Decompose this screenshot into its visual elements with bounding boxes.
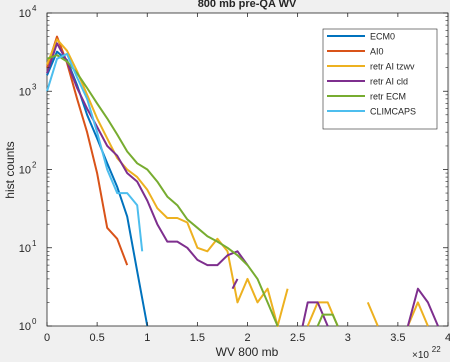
- x-tick-label-7: 3.5: [390, 332, 405, 344]
- y-tick-label-4: 10: [19, 8, 31, 20]
- legend-label-2: retr AI tzwv: [370, 62, 415, 72]
- series-4: [46, 54, 339, 327]
- series-line-5-0: [46, 52, 144, 252]
- x-ticks: 0 0.5 1 1.5 2 2.5 3 3.5 4: [44, 13, 450, 344]
- x-tick-label-8: 4: [445, 332, 450, 344]
- legend-box: [322, 28, 438, 130]
- x-multiplier-base: ×10: [412, 350, 429, 361]
- x-tick-label-4: 2: [244, 332, 250, 344]
- y-tick-exp-1: 1: [32, 239, 37, 248]
- series-line-3-0: [46, 42, 249, 267]
- y-axis-label: hist counts: [3, 141, 17, 198]
- series-line-2-2: [366, 302, 379, 327]
- x-multiplier-exp: 22: [432, 345, 441, 354]
- legend: ECM0 AI0 retr AI tzwv retr AI cld retr ECM CL…: [322, 28, 438, 130]
- series-1: [46, 35, 129, 266]
- y-tick-exp-3: 3: [32, 82, 37, 91]
- y-tick-label-1: 10: [19, 243, 31, 255]
- series-line-4-0: [46, 54, 279, 327]
- series-line-1-0: [46, 35, 129, 266]
- x-tick-label-0: 0: [44, 332, 50, 344]
- series-layer: [46, 35, 439, 327]
- y-tick-label-0: 10: [19, 321, 31, 333]
- legend-label-0: ECM0: [370, 32, 395, 42]
- y-tick-exp-0: 0: [32, 317, 37, 326]
- series-line-2-0: [46, 38, 289, 327]
- chart-title: 800 mb pre-QA WV: [198, 0, 297, 10]
- x-tick-label-1: 0.5: [89, 332, 104, 344]
- series-line-2-3: [406, 301, 429, 327]
- legend-label-3: retr AI cld: [370, 77, 408, 87]
- legend-label-5: CLIMCAPS: [370, 107, 416, 117]
- series-5: [46, 52, 144, 252]
- y-tick-exp-4: 4: [32, 4, 37, 13]
- x-tick-label-5: 2.5: [290, 332, 305, 344]
- x-multiplier: ×10 22: [412, 345, 441, 361]
- series-line-3-1: [231, 278, 239, 290]
- series-line-4-1: [316, 313, 339, 327]
- y-tick-exp-2: 2: [32, 161, 37, 170]
- y-tick-label-2: 10: [19, 165, 31, 177]
- series-2: [46, 38, 429, 327]
- legend-label-4: retr ECM: [370, 92, 406, 102]
- legend-label-1: AI0: [370, 47, 384, 57]
- y-tick-label-3: 10: [19, 86, 31, 98]
- x-tick-label-3: 1.5: [190, 332, 205, 344]
- x-tick-label-6: 3: [345, 332, 351, 344]
- x-tick-label-2: 1: [144, 332, 150, 344]
- x-axis-label: WV 800 mb: [216, 345, 279, 359]
- series-line-3-3: [406, 287, 439, 327]
